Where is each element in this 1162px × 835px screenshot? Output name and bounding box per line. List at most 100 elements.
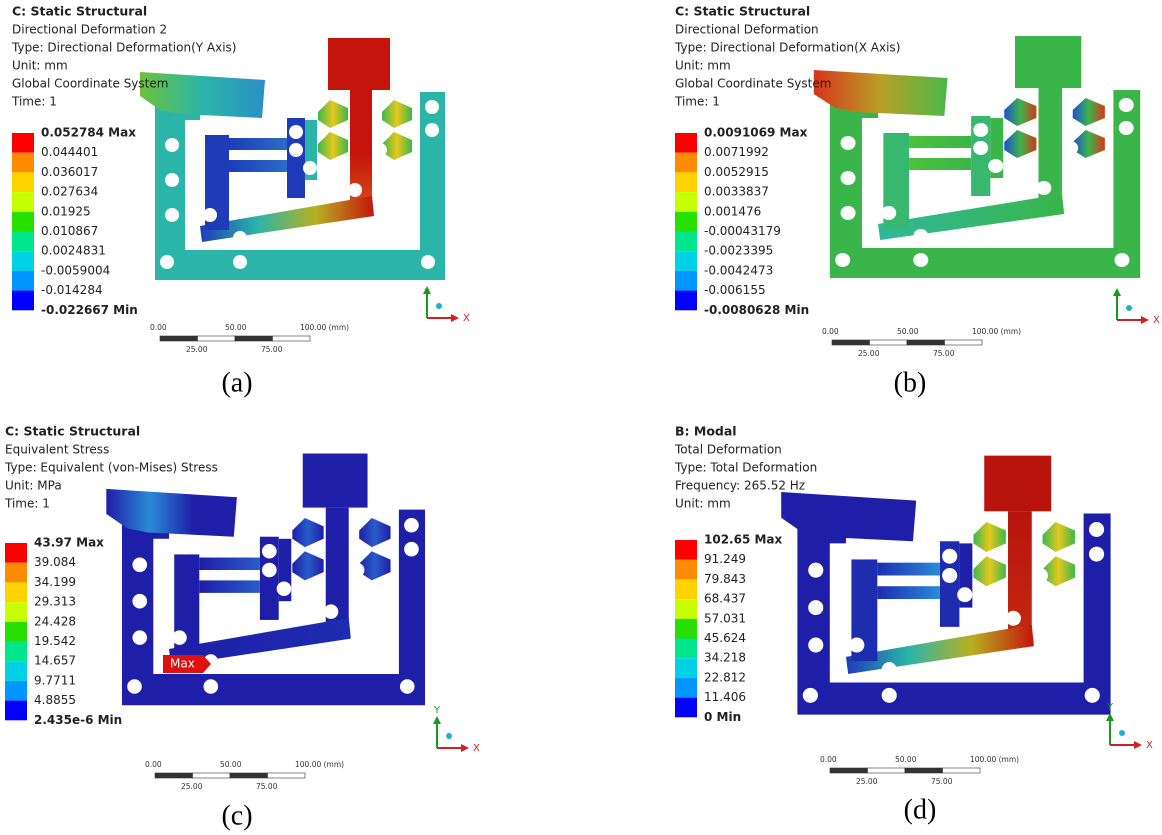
legend-label: 14.657 [34, 654, 76, 668]
legend-label: 102.65 Max [704, 533, 783, 547]
scale-segment [198, 336, 236, 341]
info-line: Time: 1 [674, 95, 720, 109]
scale-label: 0.00 [822, 327, 839, 336]
legend-band [5, 543, 27, 563]
legend-band [5, 622, 27, 642]
hole [203, 679, 218, 694]
axis-z [446, 733, 452, 739]
hole [1063, 141, 1078, 155]
scale-label: 100.00 (mm) [972, 327, 1021, 336]
axis-z [1119, 730, 1125, 736]
result-panel: MaxC: Static StructuralEquivalent Stress… [4, 424, 480, 832]
hole [348, 183, 362, 197]
legend-label: 29.313 [34, 595, 76, 609]
result-panel: C: Static StructuralDirectional Deformat… [674, 4, 1160, 399]
hole [849, 638, 864, 653]
hole [913, 229, 928, 243]
legend-label: 0.0091069 Max [704, 126, 808, 140]
mechanism [781, 456, 1110, 715]
axis-x-label: X [473, 743, 480, 754]
hole [937, 119, 952, 133]
legend-label: 0.0033837 [704, 185, 769, 199]
hole [882, 688, 897, 703]
legend-label: 0.0071992 [704, 145, 769, 159]
legend-label: 0.001476 [704, 204, 761, 218]
info-line: Type: Total Deformation [674, 461, 817, 475]
legend-band [5, 642, 27, 662]
legend-label: -0.014284 [41, 283, 103, 297]
legend-label: 11.406 [704, 690, 746, 704]
legend-band [12, 251, 34, 271]
legend-band [675, 153, 697, 173]
hole [988, 159, 1003, 173]
hole [1033, 568, 1048, 583]
hole [1089, 547, 1104, 562]
hole [350, 563, 365, 578]
scale-label: 100.00 (mm) [295, 760, 344, 769]
hole [1085, 688, 1100, 703]
caption: (b) [894, 367, 927, 398]
info-line: Unit: mm [675, 59, 731, 73]
legend-label: 57.031 [704, 611, 746, 625]
hole [957, 587, 972, 602]
hole [1006, 611, 1021, 626]
legend-label: 68.437 [704, 592, 746, 606]
legend-label: 0.044401 [41, 145, 98, 159]
hole [808, 563, 823, 578]
axis-x-label: X [463, 313, 470, 324]
hole [324, 604, 339, 619]
info-line: Unit: mm [675, 497, 731, 511]
legend-band [12, 291, 34, 311]
legend-band [675, 599, 697, 619]
legend-band [675, 251, 697, 271]
scale-label: 25.00 [186, 345, 208, 354]
legend-label: -0.0042473 [704, 263, 773, 277]
block [984, 456, 1051, 512]
scale-label: 100.00 (mm) [300, 323, 349, 332]
scale-segment [832, 340, 870, 345]
hole [1036, 181, 1051, 195]
hole [855, 544, 870, 559]
legend-label: -0.006155 [704, 283, 766, 297]
scale-segment [905, 768, 943, 773]
legend-label: -0.0023395 [704, 244, 773, 258]
legend-band [5, 701, 27, 721]
scale-label: 25.00 [856, 777, 878, 786]
info-line: Time: 1 [4, 497, 50, 511]
legend-label: 2.435e-6 Min [34, 713, 122, 727]
info-line: Total Deformation [674, 443, 782, 457]
hole [132, 594, 147, 609]
figure: C: Static StructuralDirectional Deformat… [0, 0, 1162, 835]
scale-label: 75.00 [256, 782, 278, 791]
flexure [382, 132, 412, 160]
info-line: Unit: MPa [5, 479, 62, 493]
scale-segment [870, 340, 908, 345]
legend-label: 22.812 [704, 670, 746, 684]
hole [404, 518, 419, 533]
info-line: Directional Deformation 2 [12, 23, 167, 37]
link [909, 158, 971, 170]
flexure [318, 100, 348, 128]
scale-segment [830, 768, 868, 773]
legend-label: 45.624 [704, 631, 746, 645]
legend-band [675, 619, 697, 639]
hole [973, 123, 988, 137]
hole [881, 206, 896, 220]
flexure [1073, 98, 1105, 126]
scale-segment [268, 773, 306, 778]
hole [127, 679, 142, 694]
legend-band [12, 232, 34, 252]
hole [905, 544, 920, 559]
scale-label: 75.00 [261, 345, 283, 354]
legend-band [675, 291, 697, 311]
flexure [973, 556, 1005, 586]
legend-band [5, 602, 27, 622]
flexure [359, 518, 390, 547]
legend-band [675, 678, 697, 698]
scale-label: 25.00 [181, 782, 203, 791]
hole [132, 558, 147, 573]
hole [233, 255, 247, 269]
link [877, 586, 940, 599]
legend-label: 34.199 [34, 575, 76, 589]
legend-label: -0.0059004 [41, 263, 110, 277]
